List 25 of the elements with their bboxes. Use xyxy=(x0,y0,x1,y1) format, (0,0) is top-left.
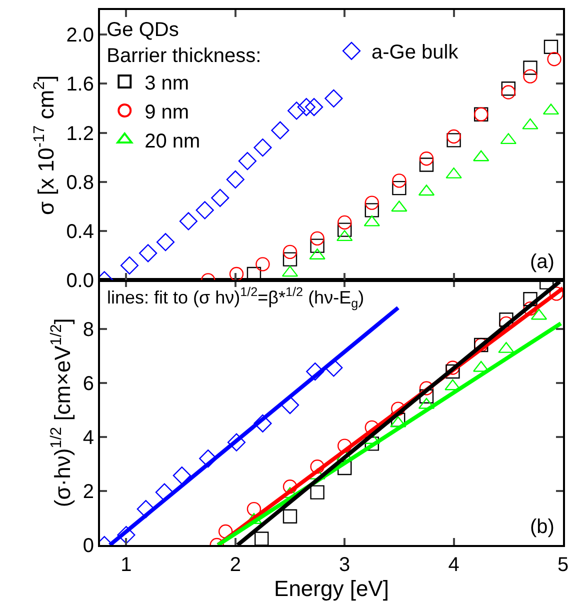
x-tick-label: 5 xyxy=(557,554,569,576)
y-tick-label: 4 xyxy=(82,426,94,449)
x-tick-label: 3 xyxy=(339,554,350,576)
annotation: (a) xyxy=(530,251,554,273)
y-tick-label: 0.8 xyxy=(66,172,94,194)
annotation: (b) xyxy=(530,516,554,538)
y-tick-label: 6 xyxy=(82,372,94,395)
legend-label: a-Ge bulk xyxy=(372,42,460,64)
x-tick-label: 2 xyxy=(230,554,241,576)
y-tick-label: 0.4 xyxy=(66,221,94,244)
x-tick-label: 1 xyxy=(120,554,132,576)
legend-title: Ge QDs Barrier thickness: xyxy=(106,19,262,67)
x-axis-title: Energy [eV] xyxy=(274,576,389,601)
annotation: lines: fit to (σ hν)$^{1/2}$=β*$^{1/2}$ (hν-E$_{g}$) xyxy=(107,285,364,310)
y-tick-label: 1.2 xyxy=(66,122,94,145)
x-tick-label: 4 xyxy=(448,554,460,576)
legend-label: 9 nm xyxy=(144,101,190,124)
y-tick-label: 0 xyxy=(82,535,94,558)
y-tick-label: 1.6 xyxy=(66,74,94,96)
y-tick-label: 8 xyxy=(82,318,94,341)
legend-label: 20 nm xyxy=(144,130,200,152)
legend-label: 3 nm xyxy=(144,72,190,94)
y-tick-label: 0.0 xyxy=(66,270,94,292)
y-tick-label: 2 xyxy=(82,480,94,503)
y-tick-label: 2.0 xyxy=(66,24,94,47)
